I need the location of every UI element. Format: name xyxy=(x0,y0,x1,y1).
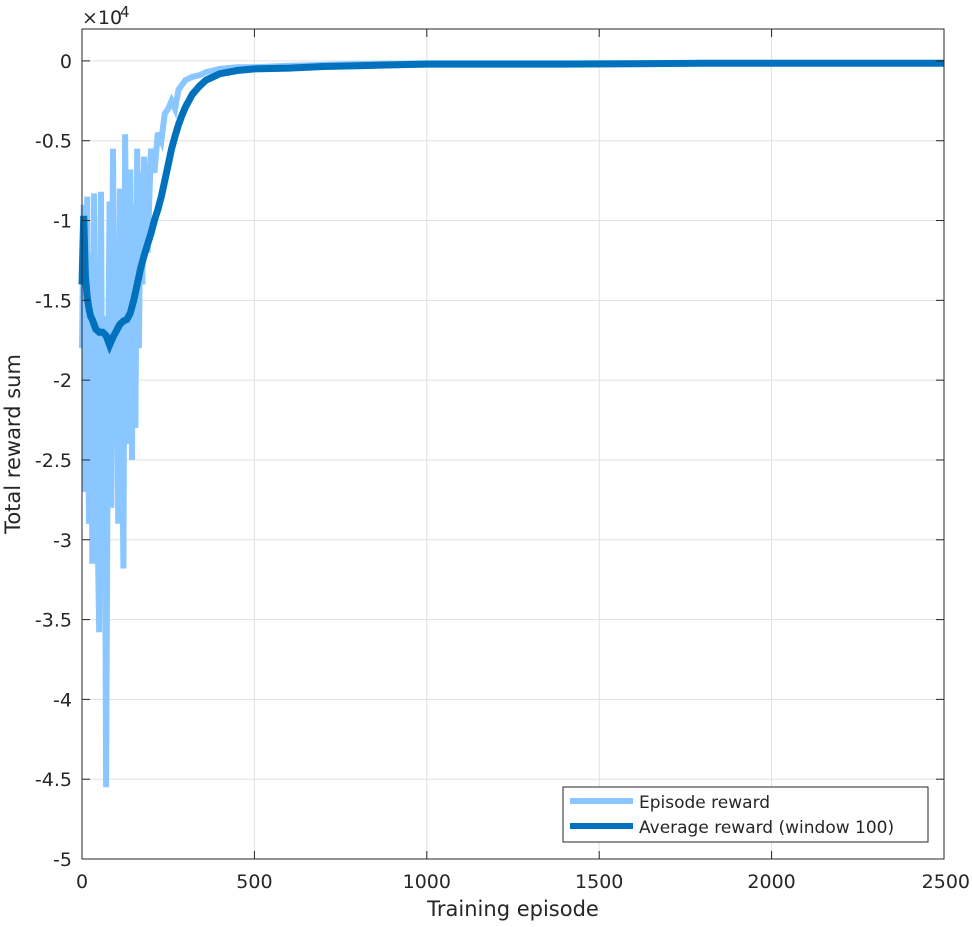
y-tick-label: -3.5 xyxy=(35,610,72,632)
tick-labels: 0 500 1000 1500 2000 2500 0 -0.5 -1 -1.5 -2 -2.5 -3 -… xyxy=(35,51,970,893)
y-tick-label: -5 xyxy=(53,849,72,871)
series-layer xyxy=(78,59,944,788)
y-tick-label: -1.5 xyxy=(35,290,72,312)
legend-label-episode: Episode reward xyxy=(639,793,770,813)
y-tick-label: -3 xyxy=(53,530,72,552)
x-tick-label: 2000 xyxy=(747,871,795,893)
y-tick-label: -4.5 xyxy=(35,769,72,791)
y-tick-label: -2 xyxy=(53,370,72,392)
y-exponent-power: 4 xyxy=(120,3,130,21)
ticks xyxy=(81,29,945,860)
y-axis-label: Total reward sum xyxy=(1,354,25,535)
y-tick-label: 0 xyxy=(60,51,72,73)
series-average-reward xyxy=(78,59,944,355)
x-tick-label: 500 xyxy=(236,871,272,893)
y-tick-label: -4 xyxy=(53,689,72,711)
y-tick-label: -0.5 xyxy=(35,131,72,153)
x-tick-label: 2500 xyxy=(922,871,970,893)
axes-box xyxy=(81,28,945,860)
x-tick-label: 1000 xyxy=(403,871,451,893)
x-axis-label: Training episode xyxy=(426,897,599,921)
plot-background xyxy=(82,29,944,859)
legend: Episode reward Average reward (window 10… xyxy=(562,786,929,843)
legend-label-average: Average reward (window 100) xyxy=(639,818,894,838)
y-exponent-base: ×10 xyxy=(82,7,122,29)
x-tick-label: 0 xyxy=(76,871,88,893)
y-tick-label: -1 xyxy=(53,211,72,233)
y-tick-label: -2.5 xyxy=(35,450,72,472)
legend-box xyxy=(562,786,929,843)
x-tick-label: 1500 xyxy=(575,871,623,893)
